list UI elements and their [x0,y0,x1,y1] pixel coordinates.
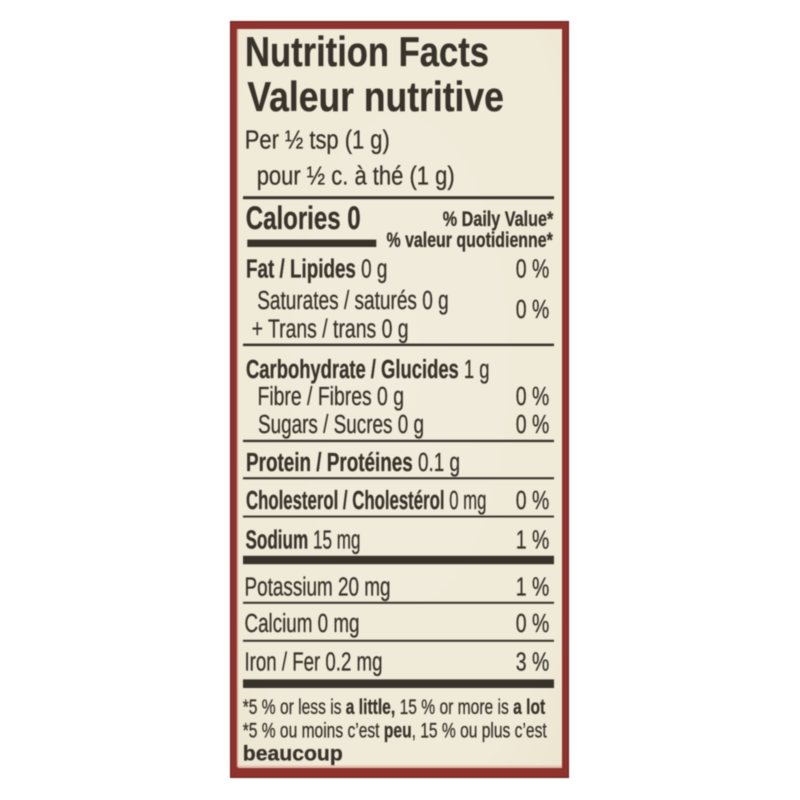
svg-text:15 mg: 15 mg [313,525,361,555]
svg-text:, 15 % ou plus c’est: , 15 % ou plus c’est [412,719,547,743]
svg-text:Sodium: Sodium [246,525,309,555]
svg-text:peu: peu [384,719,412,743]
svg-text:Saturates / saturés 0 g: Saturates / saturés 0 g [257,285,449,315]
svg-text:Sugars / Sucres 0 g: Sugars / Sucres 0 g [258,409,424,439]
svg-text:3 %: 3 % [516,646,550,676]
svg-text:0 %: 0 % [516,381,550,411]
svg-text:Carbohydrate / Glucides: Carbohydrate / Glucides [246,354,459,384]
svg-text:1 g: 1 g [464,354,490,384]
svg-text:% valeur quotidienne*: % valeur quotidienne* [387,229,554,252]
svg-text:Cholesterol / Cholestérol: Cholesterol / Cholestérol [246,485,445,515]
svg-text:% Daily Value*: % Daily Value* [443,208,554,231]
svg-text:*5 % ou moins c’est: *5 % ou moins c’est [243,719,380,743]
svg-text:beaucoup: beaucoup [243,742,343,766]
svg-text:0 %: 0 % [516,294,550,324]
svg-text:0 %: 0 % [516,608,550,638]
svg-text:1 %: 1 % [516,525,550,555]
svg-text:Fibre / Fibres 0 g: Fibre / Fibres 0 g [258,381,405,411]
svg-text:0 %: 0 % [516,485,550,515]
svg-text:Fat / Lipides: Fat / Lipides [246,253,356,283]
svg-text:0 %: 0 % [516,253,550,283]
svg-text:Per ½ tsp (1 g): Per ½ tsp (1 g) [245,125,390,155]
svg-text:Potassium 20 mg: Potassium 20 mg [245,571,391,601]
svg-text:pour ½ c. à thé (1 g): pour ½ c. à thé (1 g) [257,161,455,191]
svg-text:1 %: 1 % [516,571,550,601]
svg-text:Protein / Protéines: Protein / Protéines [246,447,413,477]
svg-text:a little,: a little, [346,695,395,719]
svg-text:0.1 g: 0.1 g [418,447,460,477]
svg-text:Nutrition Facts: Nutrition Facts [245,28,489,75]
svg-text:Valeur nutritive: Valeur nutritive [247,73,504,120]
svg-text:+ Trans / trans 0 g: + Trans / trans 0 g [252,314,409,344]
svg-text:0 %: 0 % [516,409,550,439]
svg-text:Calcium 0 mg: Calcium 0 mg [245,608,360,638]
svg-text:0 mg: 0 mg [449,485,486,515]
svg-text:Iron / Fer 0.2 mg: Iron / Fer 0.2 mg [245,646,383,676]
svg-text:a lot: a lot [513,695,545,719]
svg-text:15 % or more is: 15 % or more is [400,695,509,719]
svg-text:Calories 0: Calories 0 [246,200,361,236]
svg-text:0 g: 0 g [361,253,387,283]
svg-text:*5 % or less is: *5 % or less is [243,695,342,719]
